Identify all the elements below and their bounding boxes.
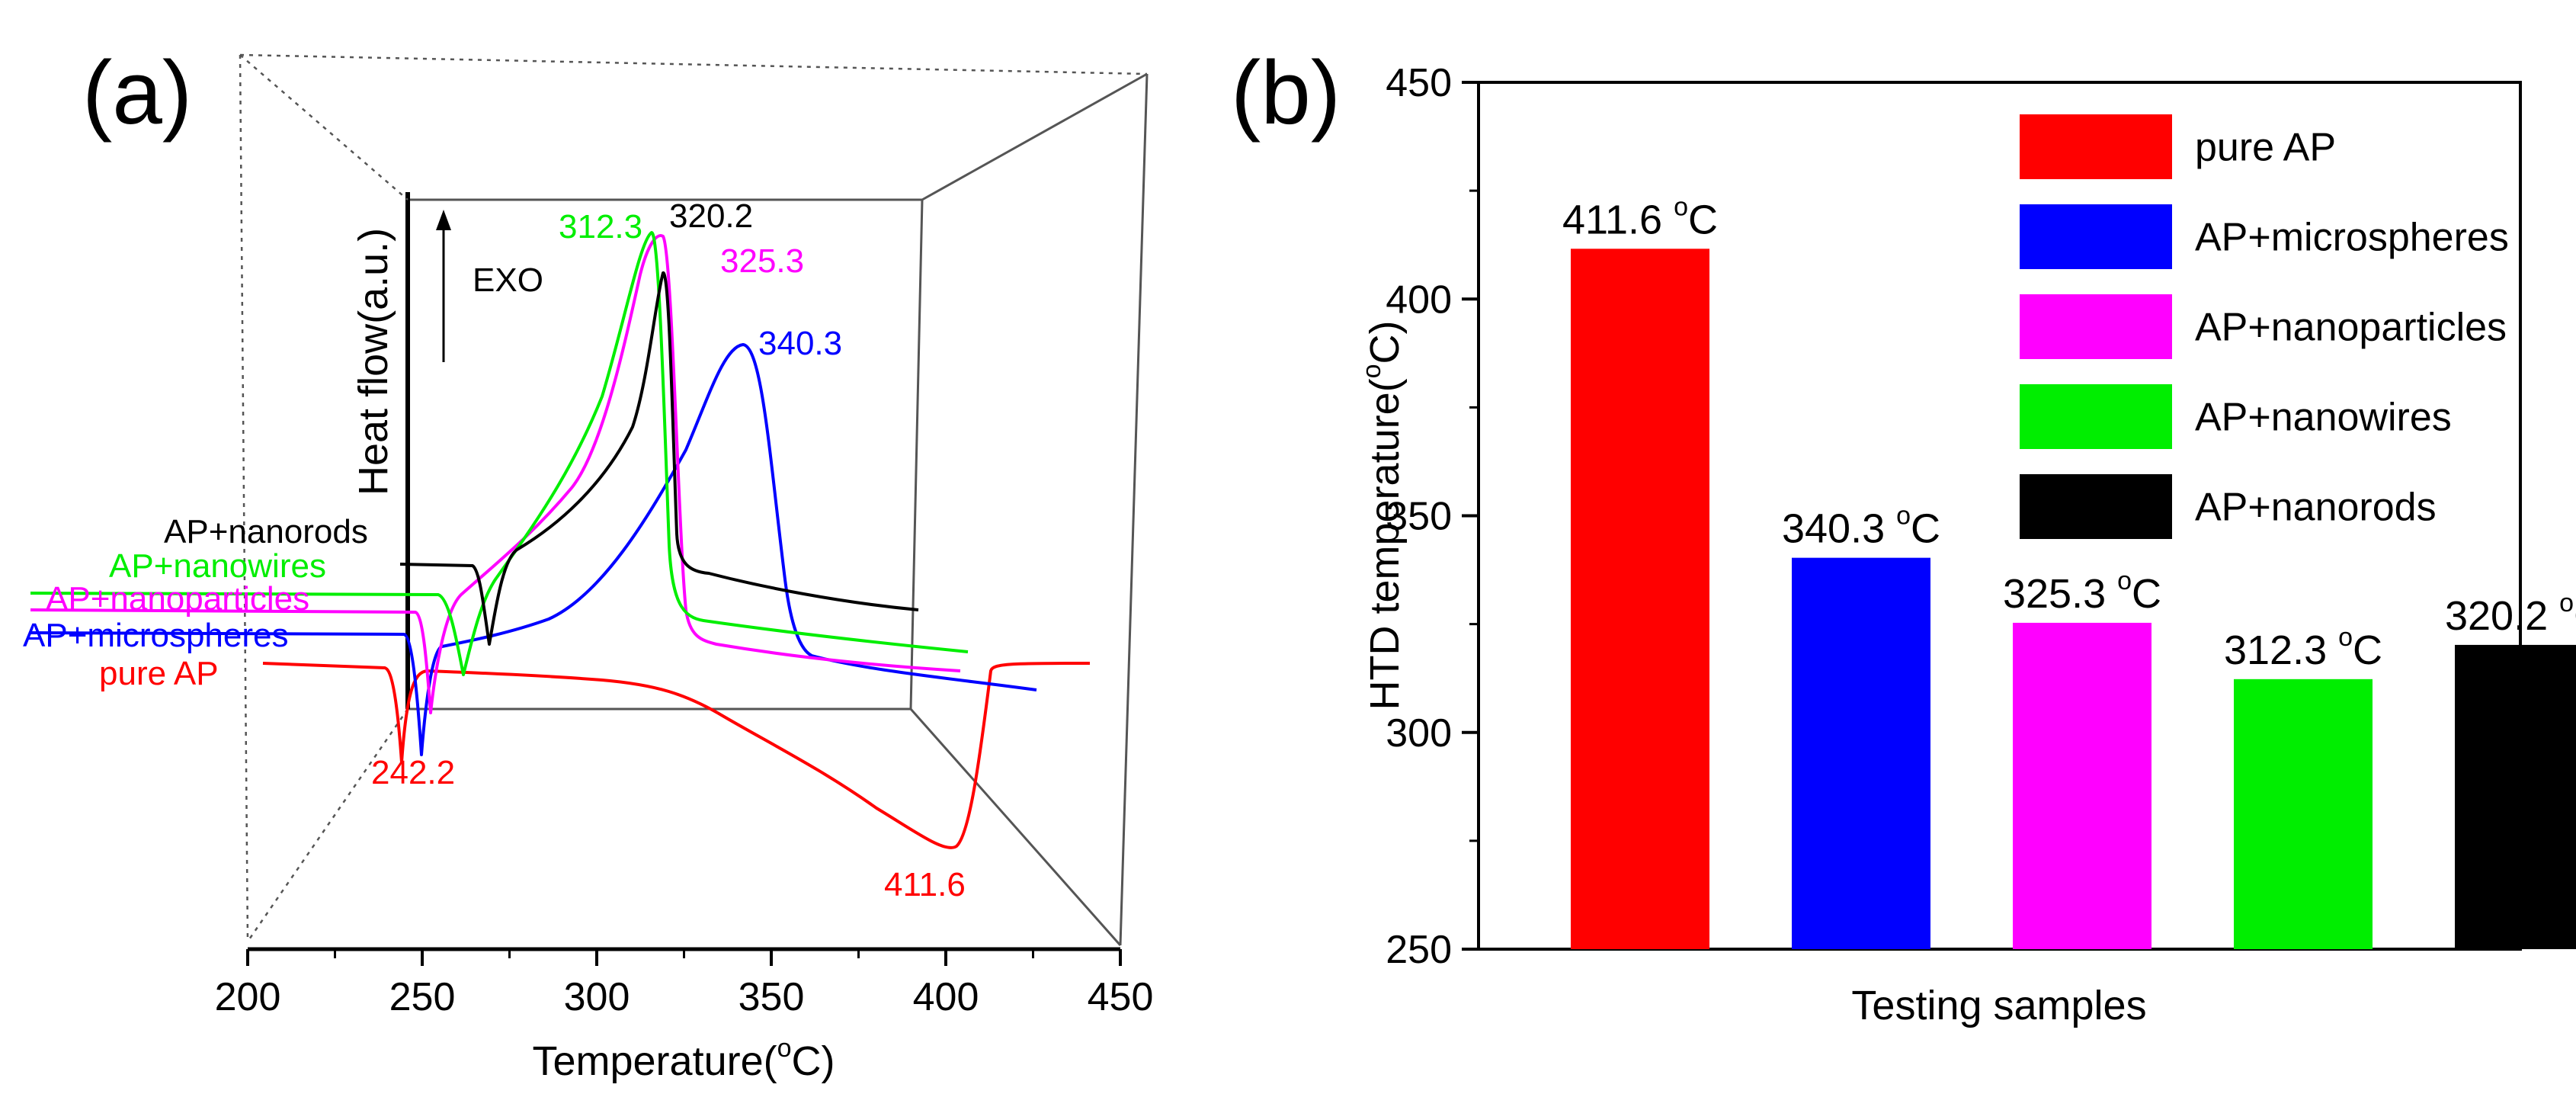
x-tick-label: 200 (215, 975, 281, 1019)
series-label-ap-nanoparticles: AP+nanoparticles (46, 580, 309, 618)
bar-pure-ap (1571, 249, 1709, 950)
legend-label: AP+nanowires (2195, 396, 2452, 440)
bar-value-label: 340.3 oC (1782, 502, 1940, 552)
series-label-ap-nanorods: AP+nanorods (164, 513, 368, 550)
dsc-curve-ap-nanowires (30, 231, 969, 676)
legend-label: AP+microspheres (2195, 216, 2509, 260)
x-tick-label: 250 (389, 975, 456, 1019)
series-label-ap-nanowires: AP+nanowires (109, 547, 326, 585)
frame-edge-dotted (239, 54, 409, 201)
peak-label: 320.2 (669, 197, 753, 235)
frame-edge-dotted (246, 708, 409, 942)
exo-label: EXO (473, 261, 543, 299)
dsc-curve-ap-nanorods (399, 271, 919, 646)
legend-swatch (2020, 114, 2172, 179)
y-tick-label: 450 (1386, 61, 1452, 105)
bars: 411.6 oC 340.3 oC 325.3 oC 312.3 oC 320.2 oC (1562, 192, 2576, 950)
series-label-pure-ap: pure AP (99, 655, 219, 692)
frame-edge (1119, 73, 1149, 946)
x-tick-label: 450 (1088, 975, 1154, 1019)
x-axis-title: Testing samples (1851, 983, 2146, 1028)
frame-edge-dotted (239, 54, 249, 942)
y-tick-label: 350 (1386, 495, 1452, 539)
bar-value-label: 320.2 oC (2445, 589, 2576, 639)
frame-edge (909, 708, 1122, 946)
legend-swatch (2020, 204, 2172, 269)
legend-label: pure AP (2195, 126, 2336, 170)
y-tick-label: 400 (1386, 278, 1452, 322)
y-tick-label: 300 (1386, 711, 1452, 756)
x-tick-label: 400 (913, 975, 979, 1019)
x-tick-label: 350 (739, 975, 805, 1019)
bar-ap-nanorods (2455, 644, 2576, 949)
legend-label: AP+nanoparticles (2195, 306, 2507, 350)
bar-ap-nanowires (2234, 679, 2373, 949)
y-ticks: 250 300 350 400 450 (1386, 61, 1479, 972)
temperature-axis-title: Temperature(oC) (532, 1034, 835, 1084)
bar-value-label: 325.3 oC (2003, 566, 2161, 617)
dsc-curve-pure-ap (262, 662, 1091, 849)
series-label-ap-microspheres: AP+microspheres (23, 617, 288, 654)
legend-label: AP+nanorods (2195, 486, 2437, 530)
peak-label: 340.3 (758, 325, 842, 362)
legend-swatch (2020, 294, 2172, 359)
bar-ap-microspheres (1792, 557, 1930, 949)
legend: pure AP AP+microspheres AP+nanoparticles AP… (2020, 114, 2509, 539)
legend-swatch (2020, 474, 2172, 539)
panel-b: (b) 250 300 350 400 450 411.6 oC 340.3 oC 325.… (1231, 43, 2576, 1028)
panel-b-label: (b) (1231, 43, 1341, 143)
frame-edge (921, 72, 1148, 201)
bar-ap-nanoparticles (2013, 622, 2151, 949)
x-tick-label: 300 (564, 975, 630, 1019)
exo-arrowhead (436, 210, 451, 230)
panel-a-label: (a) (82, 43, 192, 143)
bar-value-label: 411.6 oC (1562, 192, 1718, 242)
bar-value-label: 312.3 oC (2224, 623, 2382, 673)
peak-label: 325.3 (720, 242, 804, 280)
peak-label: 411.6 (884, 866, 966, 903)
y-tick-label: 250 (1386, 928, 1452, 972)
panel-a: (a) 200 250 300 350 400 450 Temperature(oC) H… (23, 43, 1153, 1084)
dsc-curve-ap-nanoparticles (30, 234, 961, 714)
y-axis-title: HTD temperature(oC) (1357, 320, 1408, 710)
legend-swatch (2020, 384, 2172, 449)
heat-flow-axis-title: Heat flow(a.u.) (351, 228, 396, 496)
peak-label: 242.2 (371, 754, 455, 791)
frame-edge-dotted (239, 53, 1148, 75)
temperature-ticks: 200 250 300 350 400 450 (215, 949, 1154, 1019)
peak-label: 312.3 (559, 208, 642, 245)
